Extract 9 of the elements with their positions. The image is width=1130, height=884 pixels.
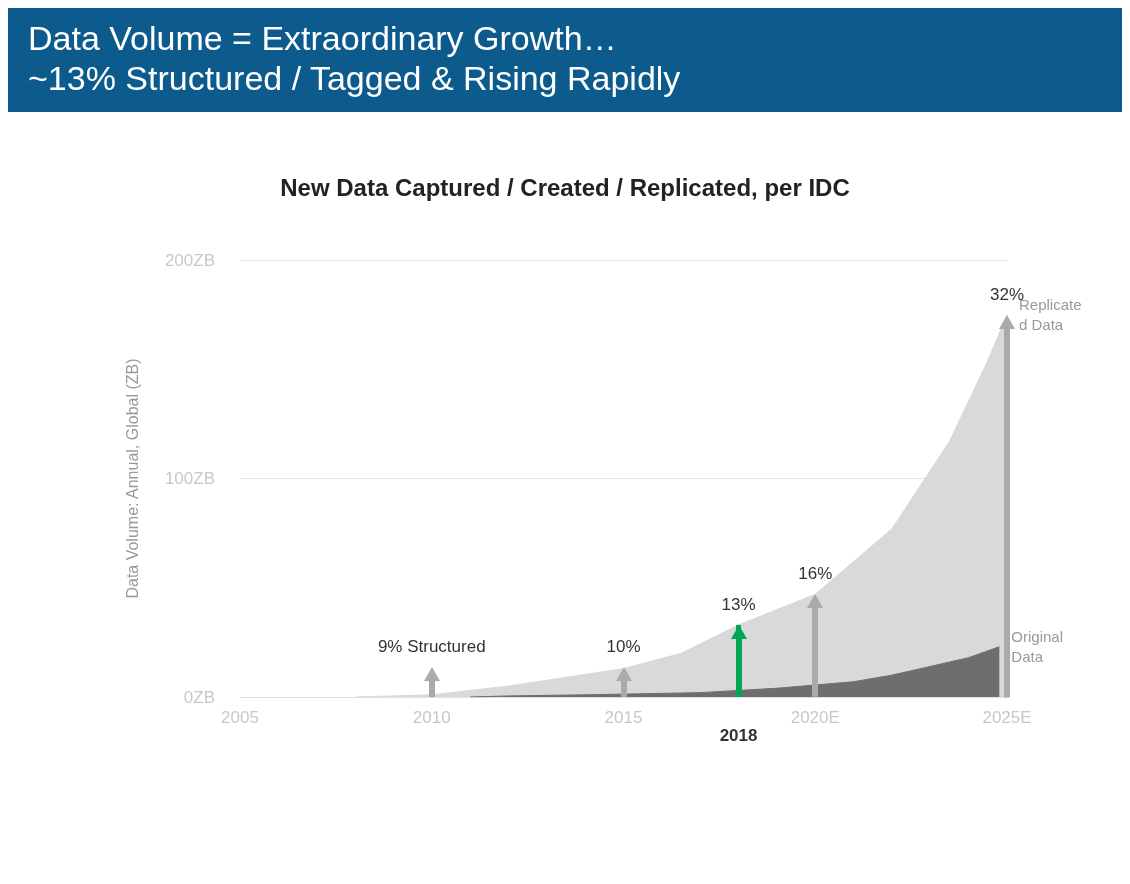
chart-subtitle: New Data Captured / Created / Replicated, per IDC: [280, 173, 850, 201]
annotation: 10%: [605, 637, 642, 657]
annotation: 16%: [797, 564, 834, 585]
series-label: Original Data: [1011, 628, 1068, 666]
annotation: 13%: [720, 594, 757, 615]
y-axis-title: Data Volume: Annual, Global (ZB): [123, 358, 141, 599]
chart-title: Data Volume = Extraordinary Growth… ~13% Structured / Tagged & Rising Rapidly: [8, 8, 1122, 112]
annotation: 9% Structured: [376, 637, 487, 657]
ref-line-label: 2018: [719, 726, 758, 745]
